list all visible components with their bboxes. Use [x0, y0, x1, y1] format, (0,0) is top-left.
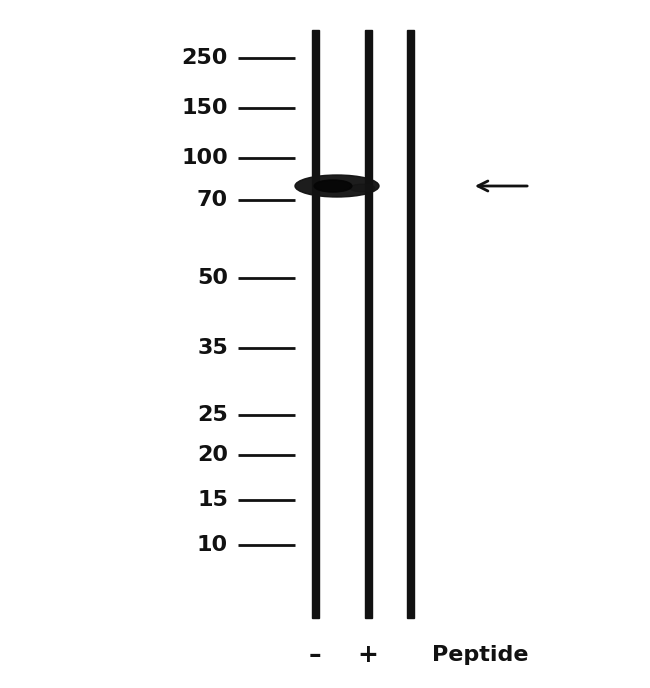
Text: 10: 10 — [197, 535, 228, 555]
Bar — [311, 30, 318, 618]
Text: 250: 250 — [181, 48, 228, 68]
Text: 70: 70 — [197, 190, 228, 210]
Ellipse shape — [314, 180, 352, 192]
Bar — [406, 30, 413, 618]
Text: +: + — [358, 643, 378, 667]
Text: 20: 20 — [197, 445, 228, 465]
Text: 50: 50 — [197, 268, 228, 288]
Text: –: – — [309, 643, 321, 667]
Text: Peptide: Peptide — [432, 645, 528, 665]
Ellipse shape — [295, 175, 379, 197]
Ellipse shape — [350, 184, 375, 192]
Bar — [365, 30, 372, 618]
Text: 150: 150 — [181, 98, 228, 118]
Text: 25: 25 — [197, 405, 228, 425]
Text: 100: 100 — [181, 148, 228, 168]
Text: 35: 35 — [197, 338, 228, 358]
Text: 15: 15 — [197, 490, 228, 510]
